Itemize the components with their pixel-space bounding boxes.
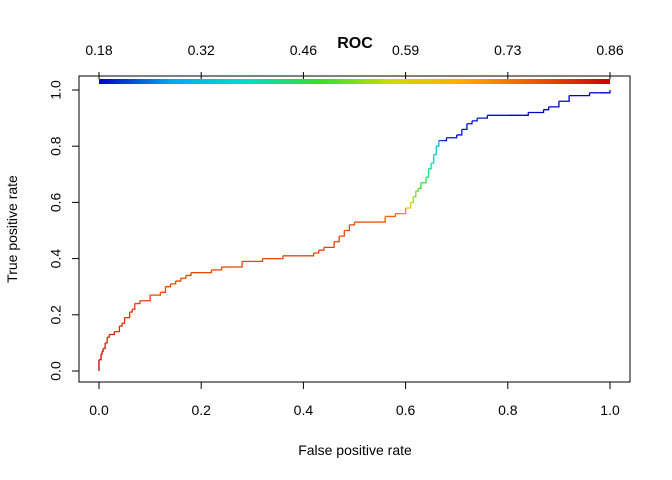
roc-segment: [410, 196, 414, 204]
colorbar-tick-label: 0.32: [188, 42, 215, 58]
roc-segment: [477, 115, 489, 119]
x-tick-label: 0.8: [498, 402, 518, 418]
roc-segment: [119, 323, 123, 327]
roc-segment: [262, 255, 284, 260]
roc-segment: [103, 342, 106, 350]
roc-segment: [349, 222, 356, 226]
y-tick-label: 0.0: [48, 361, 64, 381]
roc-segment: [374, 216, 386, 223]
roc-segment: [426, 168, 430, 178]
roc-segment: [211, 267, 223, 271]
colorbar-tick-label: 0.18: [85, 42, 112, 58]
roc-segment: [180, 275, 187, 279]
roc-segment: [231, 261, 243, 268]
y-tick-label: 0.2: [48, 305, 64, 325]
roc-segment: [466, 120, 473, 125]
x-tick-label: 0.2: [191, 402, 211, 418]
x-tick-label: 1.0: [600, 402, 620, 418]
x-axis: 0.0 0.2 0.4 0.6 0.8 1.0: [89, 381, 620, 418]
y-tick-label: 1.0: [48, 80, 64, 100]
roc-segment: [114, 326, 121, 333]
roc-segment: [436, 140, 440, 147]
roc-segment: [201, 269, 213, 274]
colorbar-ticks: 0.18 0.32 0.46 0.59 0.73 0.86: [85, 42, 624, 79]
roc-segment: [420, 177, 427, 184]
colorbar-tick-label: 0.59: [392, 42, 419, 58]
roc-segment: [129, 309, 133, 313]
roc-segment: [124, 311, 131, 319]
roc-segment: [400, 208, 407, 215]
colorbar: [99, 79, 610, 84]
roc-segment: [313, 250, 320, 254]
roc-segment: [599, 90, 611, 94]
colorbar-tick-label: 0.73: [494, 42, 521, 58]
roc-segment: [456, 129, 463, 136]
roc-segment: [344, 224, 351, 232]
roc-segment: [507, 112, 529, 116]
roc-segment: [323, 241, 335, 249]
roc-segment: [405, 202, 412, 209]
roc-segment: [548, 101, 560, 108]
roc-segment: [109, 331, 115, 336]
roc-segment: [170, 281, 177, 285]
x-tick-label: 0.0: [89, 402, 109, 418]
roc-segment: [185, 272, 192, 277]
roc-segment: [543, 106, 550, 111]
roc-segment: [443, 137, 448, 142]
roc-segment: [134, 300, 141, 305]
plot-frame: [78, 75, 631, 383]
roc-segment: [160, 286, 167, 293]
roc-segment: [433, 146, 437, 156]
colorbar-tick-label: 0.86: [596, 42, 623, 58]
roc-segment: [415, 188, 420, 192]
roc-segment: [418, 182, 422, 189]
roc-segment: [175, 278, 182, 282]
y-tick-label: 0.4: [48, 249, 64, 269]
roc-segment: [339, 230, 345, 237]
roc-segment: [428, 163, 432, 170]
colorbar-tick-label: 0.46: [290, 42, 317, 58]
roc-segment: [132, 303, 136, 310]
roc-segment: [252, 258, 264, 263]
roc-segment: [150, 292, 161, 296]
roc-segment: [461, 123, 468, 130]
roc-segment: [318, 247, 325, 251]
roc-segment: [105, 337, 108, 344]
roc-segment: [121, 317, 126, 324]
chart-title: ROC: [337, 35, 373, 52]
y-tick-label: 0.6: [48, 192, 64, 212]
roc-segment: [99, 354, 102, 361]
roc-segment: [303, 252, 315, 257]
roc-segment: [569, 92, 591, 97]
roc-segment: [528, 109, 545, 114]
x-tick-label: 0.4: [294, 402, 314, 418]
roc-segment: [413, 191, 417, 198]
roc-segment: [334, 236, 340, 243]
roc-segment: [472, 118, 478, 122]
roc-segment: [139, 295, 151, 302]
roc-segment: [385, 213, 397, 218]
roc-segment: [165, 283, 172, 288]
y-axis: 0.0 0.2 0.4 0.6 0.8 1.0: [48, 80, 80, 381]
roc-segment: [431, 154, 435, 164]
roc-segment: [558, 95, 570, 102]
roc-segment: [102, 348, 104, 352]
y-tick-label: 0.8: [48, 136, 64, 156]
x-axis-title: False positive rate: [298, 442, 412, 458]
colorbar-strip: [99, 79, 610, 84]
roc-segment: [107, 334, 110, 338]
roc-curve: [98, 90, 611, 371]
y-axis-title: True positive rate: [4, 175, 20, 283]
roc-segment: [446, 134, 458, 139]
roc-segment: [101, 351, 103, 355]
x-tick-label: 0.6: [396, 402, 416, 418]
